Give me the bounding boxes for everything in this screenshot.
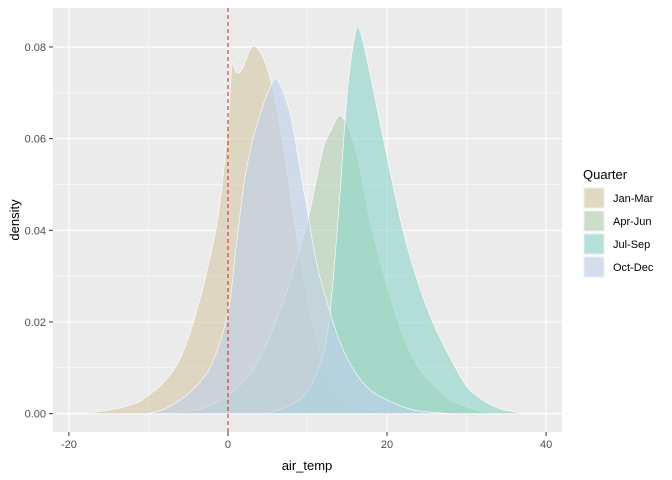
density-area-oct-dec (148, 78, 451, 414)
x-axis-ticks: -20 0 20 40 (61, 432, 552, 451)
legend-label-jul-sep: Jul-Sep (613, 239, 650, 251)
legend-swatch-apr-jun (583, 210, 605, 232)
x-tick-label: 0 (225, 439, 231, 451)
legend-swatch-jan-mar (583, 187, 605, 209)
legend: Quarter Jan-Mar Apr-Jun Jul-Sep Oct-Dec (583, 167, 654, 278)
legend-swatch-jul-sep (583, 233, 605, 255)
x-tick-label: 20 (381, 439, 393, 451)
legend-title: Quarter (583, 167, 628, 182)
legend-label-apr-jun: Apr-Jun (613, 216, 652, 228)
y-tick-label: 0.02 (25, 317, 46, 329)
y-tick-label: 0.04 (25, 225, 46, 237)
y-axis-ticks: 0.00 0.02 0.04 0.06 0.08 (25, 42, 53, 421)
x-tick-label: 40 (540, 439, 552, 451)
x-axis-title: air_temp (282, 458, 333, 473)
density-areas (68, 26, 531, 414)
y-tick-label: 0.06 (25, 134, 46, 146)
legend-swatch-oct-dec (583, 256, 605, 278)
y-tick-label: 0.08 (25, 42, 46, 54)
legend-label-oct-dec: Oct-Dec (613, 262, 654, 274)
x-tick-label: -20 (61, 439, 77, 451)
legend-label-jan-mar: Jan-Mar (613, 193, 654, 205)
y-tick-label: 0.00 (25, 409, 46, 421)
y-axis-title: density (7, 199, 22, 241)
